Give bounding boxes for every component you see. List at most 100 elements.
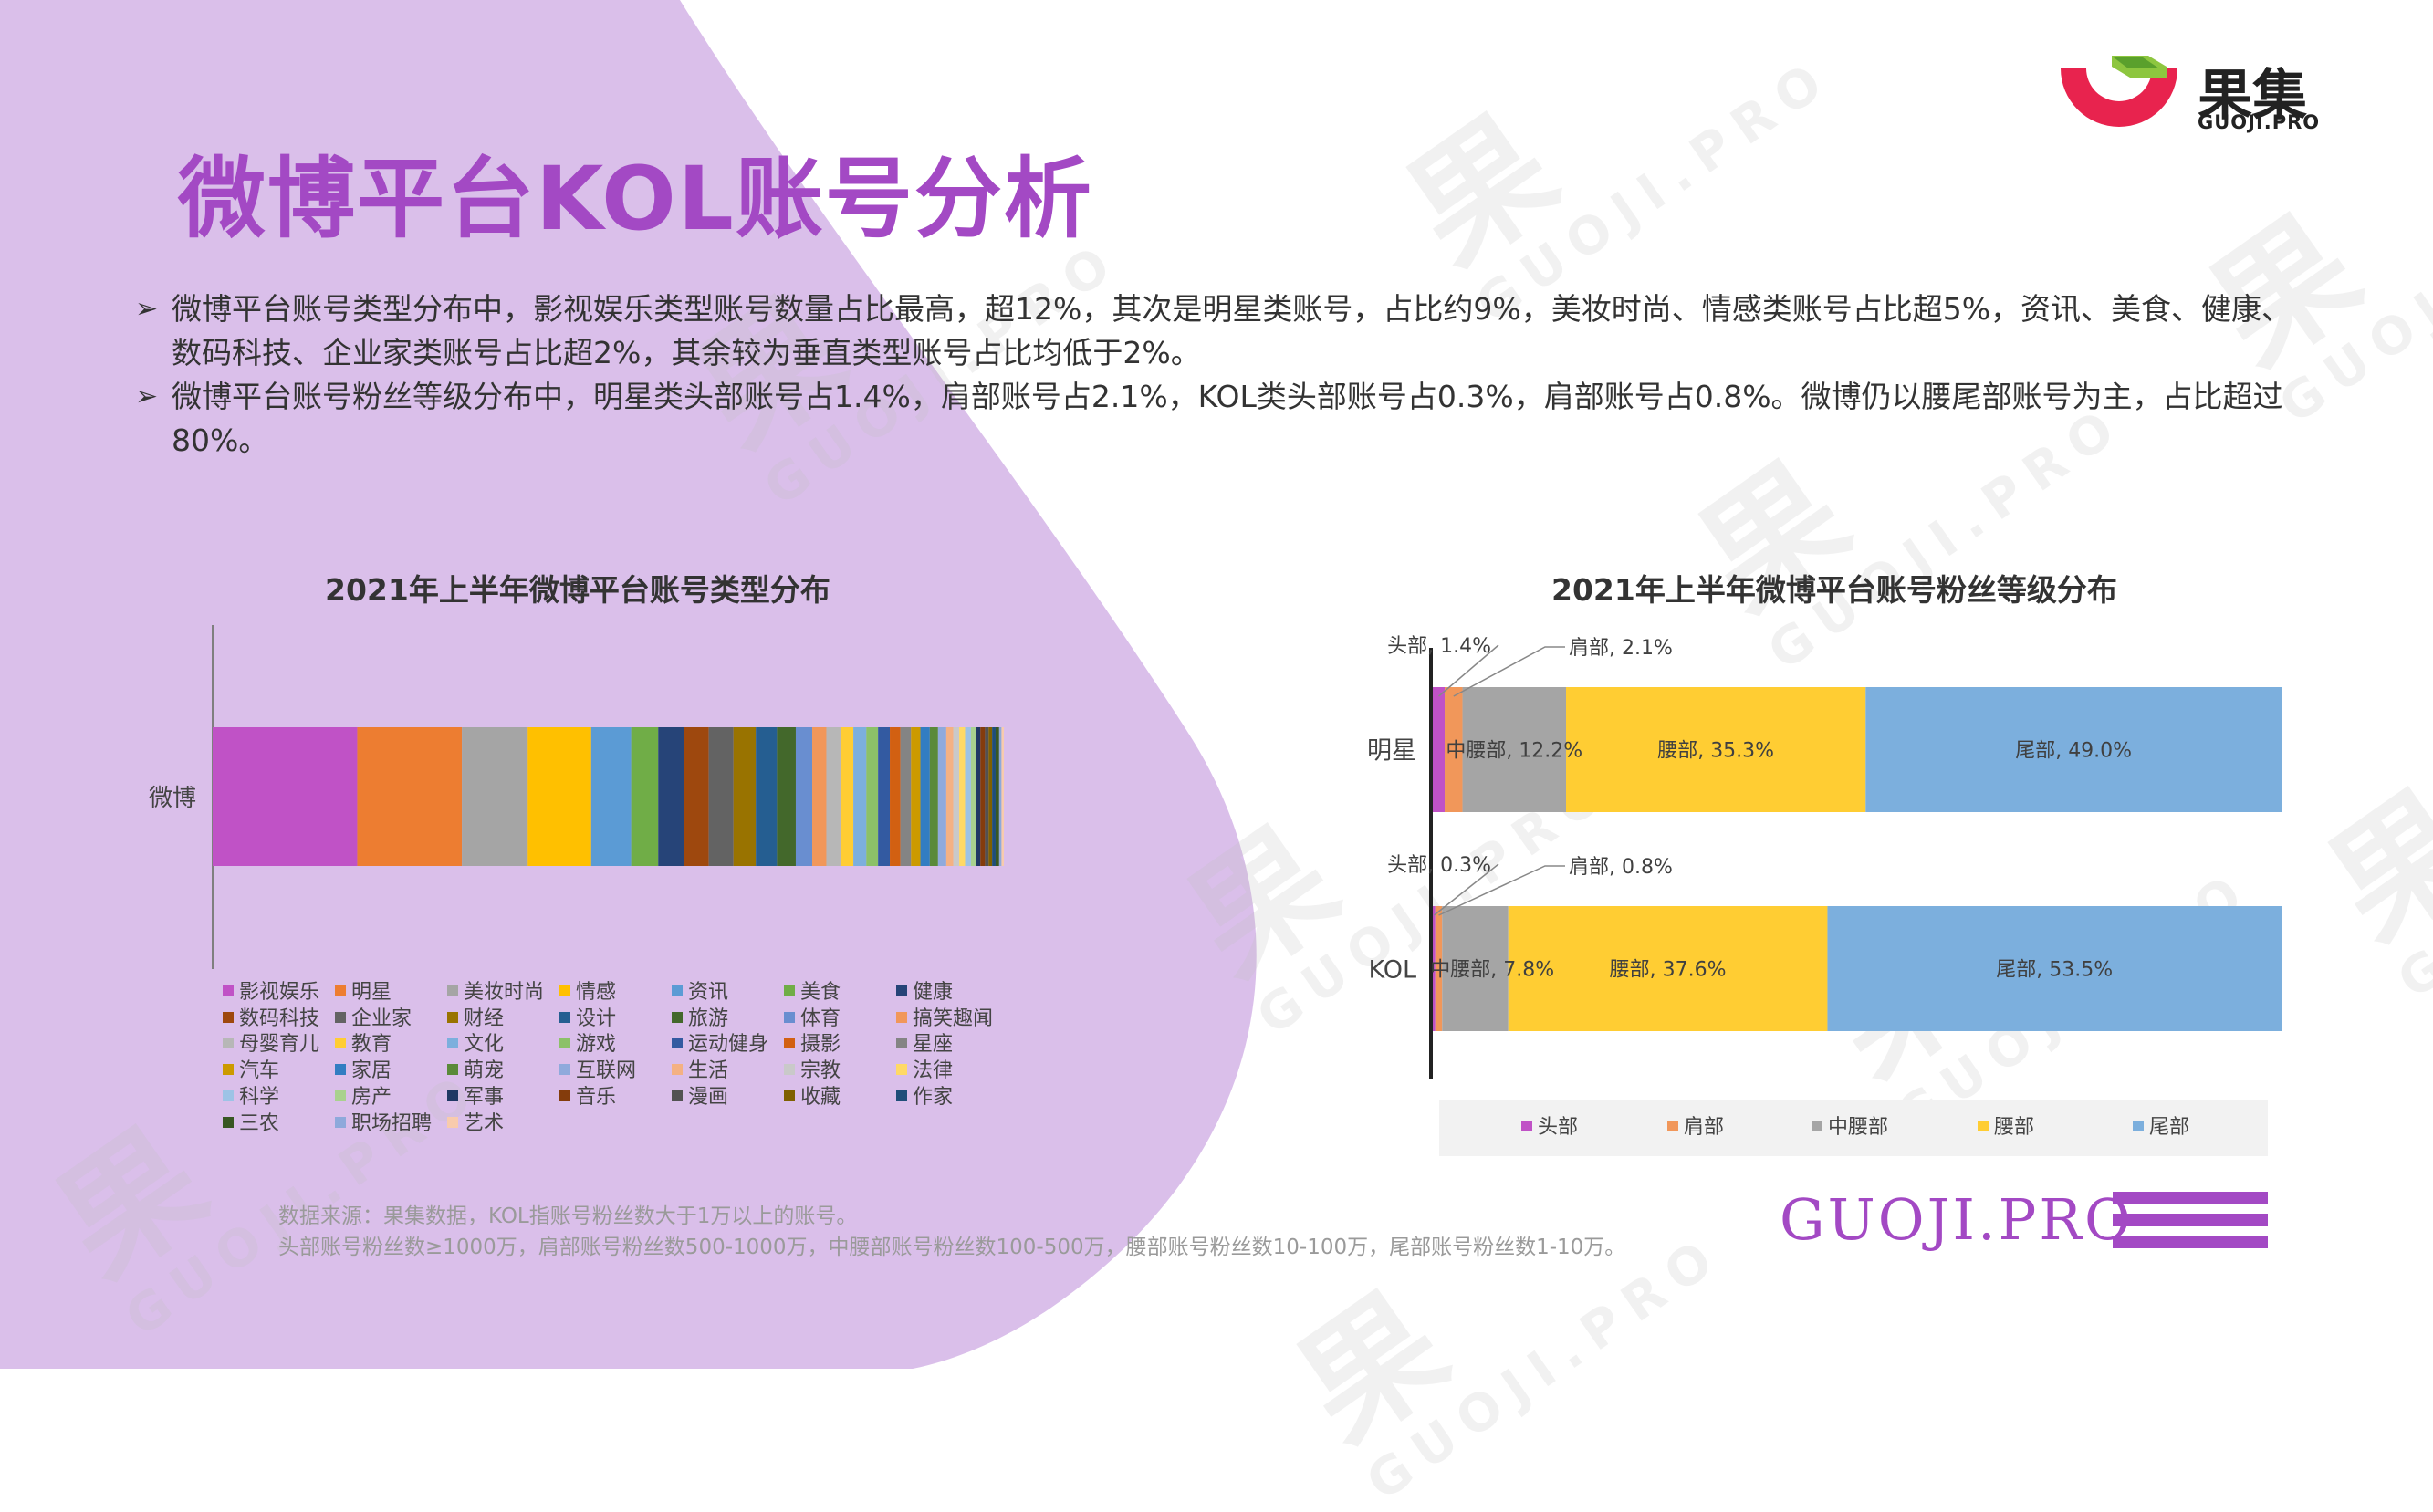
legend-label: 情感 — [576, 981, 617, 1004]
chart2-segment — [1435, 906, 1443, 1031]
chart2-data-label: 腰部, 37.6% — [1610, 959, 1727, 982]
legend-swatch — [784, 985, 795, 996]
chart1-legend-item: 职场招聘 — [335, 1111, 432, 1137]
chart1-segment — [213, 727, 358, 866]
legend-label: 数码科技 — [239, 1006, 320, 1030]
chart2-data-label: 尾部, 49.0% — [2015, 740, 2132, 763]
chart2-leader-line — [1433, 863, 1499, 916]
legend-label: 文化 — [464, 1033, 505, 1057]
legend-swatch — [784, 1038, 795, 1049]
chart1-legend-item: 企业家 — [335, 1006, 412, 1032]
chart1-legend-item: 摄影 — [784, 1032, 841, 1058]
chart2-data-label: 中腰部, 7.8% — [1430, 959, 1554, 982]
chart2-legend-item: 腰部 — [1978, 1115, 2034, 1141]
bullet-text: 微博平台账号粉丝等级分布中，明星类头部账号占1.4%，肩部账号占2.1%，KOL… — [172, 379, 2283, 458]
legend-label: 摄影 — [800, 1033, 841, 1057]
legend-swatch — [223, 1090, 234, 1101]
chart2-legend-item: 肩部 — [1667, 1115, 1724, 1141]
logo-text: 果集 — [2198, 64, 2307, 128]
chart1-legend-item: 萌宠 — [447, 1058, 504, 1084]
summary-bullets: ➢ 微博平台账号类型分布中，影视娱乐类型账号数量占比最高，超12%，其次是明星类… — [135, 287, 2298, 463]
chart1-segment — [527, 727, 591, 866]
legend-swatch — [447, 985, 458, 996]
legend-swatch — [672, 1064, 683, 1076]
legend-swatch — [223, 1011, 234, 1023]
legend-swatch — [559, 1011, 570, 1023]
legend-swatch — [335, 1064, 346, 1076]
chart1-legend-item: 明星 — [335, 980, 392, 1006]
chart1-segment — [976, 727, 981, 866]
legend-swatch — [1978, 1121, 1989, 1131]
legend-swatch — [447, 1064, 458, 1076]
legend-swatch — [335, 985, 346, 996]
chart1-segment — [756, 727, 778, 866]
chart2-segment — [1865, 687, 2282, 812]
chart2-data-label: 头部, 1.4% — [1387, 635, 1491, 658]
legend-label: 科学 — [239, 1085, 280, 1109]
chart1-segment — [684, 727, 709, 866]
chart1-segment — [980, 727, 986, 866]
legend-swatch — [559, 985, 570, 996]
chart2-category-label: KOL — [1368, 956, 1416, 985]
chart1-legend-item: 美妆时尚 — [447, 980, 544, 1006]
chart1-segment — [988, 727, 993, 866]
chart1-segment — [795, 727, 813, 866]
chart1-legend-item: 家居 — [335, 1058, 392, 1084]
legend-label: 尾部 — [2149, 1116, 2190, 1139]
chart1-legend-item: 房产 — [335, 1085, 392, 1111]
chart1-segment — [631, 727, 659, 866]
chart1-segment — [945, 727, 954, 866]
legend-label: 影视娱乐 — [239, 981, 320, 1004]
legend-label: 旅游 — [688, 1006, 729, 1030]
bullet-item: ➢ 微博平台账号粉丝等级分布中，明星类头部账号占1.4%，肩部账号占2.1%，K… — [135, 375, 2298, 463]
arrow-bullet-icon: ➢ — [135, 381, 159, 412]
arrow-bullet-icon: ➢ — [135, 293, 159, 325]
legend-swatch — [335, 1116, 346, 1128]
chart1-segment — [911, 727, 921, 866]
legend-swatch — [447, 1090, 458, 1101]
chart1-segment — [920, 727, 930, 866]
chart1-legend-item: 影视娱乐 — [223, 980, 319, 1006]
chart1-legend-item: 母婴育儿 — [223, 1032, 319, 1058]
chart2-segment — [1508, 906, 1828, 1031]
chart1-legend-item: 宗教 — [784, 1058, 841, 1084]
legend-label: 汽车 — [239, 1059, 280, 1083]
chart1-legend-item: 财经 — [447, 1006, 504, 1032]
chart2-segment — [1462, 687, 1567, 812]
legend-swatch — [335, 1011, 346, 1023]
page-title: 微博平台KOL账号分析 — [178, 148, 1093, 250]
chart1-legend-item: 数码科技 — [223, 1006, 319, 1032]
legend-swatch — [2133, 1121, 2144, 1131]
chart1-segment — [866, 727, 879, 866]
legend-label: 体育 — [800, 1006, 841, 1030]
chart1-segment — [462, 727, 528, 866]
legend-label: 资讯 — [688, 981, 729, 1004]
legend-label: 中腰部 — [1828, 1116, 1889, 1139]
legend-swatch — [223, 1116, 234, 1128]
chart1-legend-item: 科学 — [223, 1085, 279, 1111]
chart1-segment — [590, 727, 632, 866]
legend-swatch — [896, 1038, 907, 1049]
chart1-segment — [878, 727, 891, 866]
legend-label: 房产 — [351, 1085, 392, 1109]
legend-label: 生活 — [688, 1059, 729, 1083]
definition-line: 头部账号粉丝数≥1000万，肩部账号粉丝数500-1000万，中腰部账号粉丝数1… — [278, 1236, 1626, 1259]
legend-label: 设计 — [576, 1006, 617, 1030]
chart1-segment — [1001, 727, 1004, 866]
chart1-legend-item: 互联网 — [559, 1058, 636, 1084]
chart1-segment — [959, 727, 966, 866]
chart1-legend-item: 旅游 — [672, 1006, 728, 1032]
chart1-legend-item: 漫画 — [672, 1085, 728, 1111]
chart1-segment — [853, 727, 867, 866]
chart1-title: 2021年上半年微博平台账号类型分布 — [325, 572, 830, 608]
legend-label: 三农 — [239, 1111, 280, 1135]
chart1-segment — [840, 727, 854, 866]
background-shape — [0, 0, 1257, 1369]
chart2-legend-item: 中腰部 — [1812, 1115, 1888, 1141]
legend-label: 军事 — [464, 1085, 505, 1109]
chart2-data-label: 肩部, 2.1% — [1569, 637, 1673, 660]
legend-swatch — [559, 1038, 570, 1049]
chart1-segment — [937, 727, 946, 866]
chart2-data-label: 头部, 0.3% — [1387, 854, 1491, 877]
fan-level-chart: 明星 头部, 1.4% 肩部, 2.1% 中腰部, 12.2% 腰部, 35.3% 尾部,… — [1367, 635, 2282, 1079]
